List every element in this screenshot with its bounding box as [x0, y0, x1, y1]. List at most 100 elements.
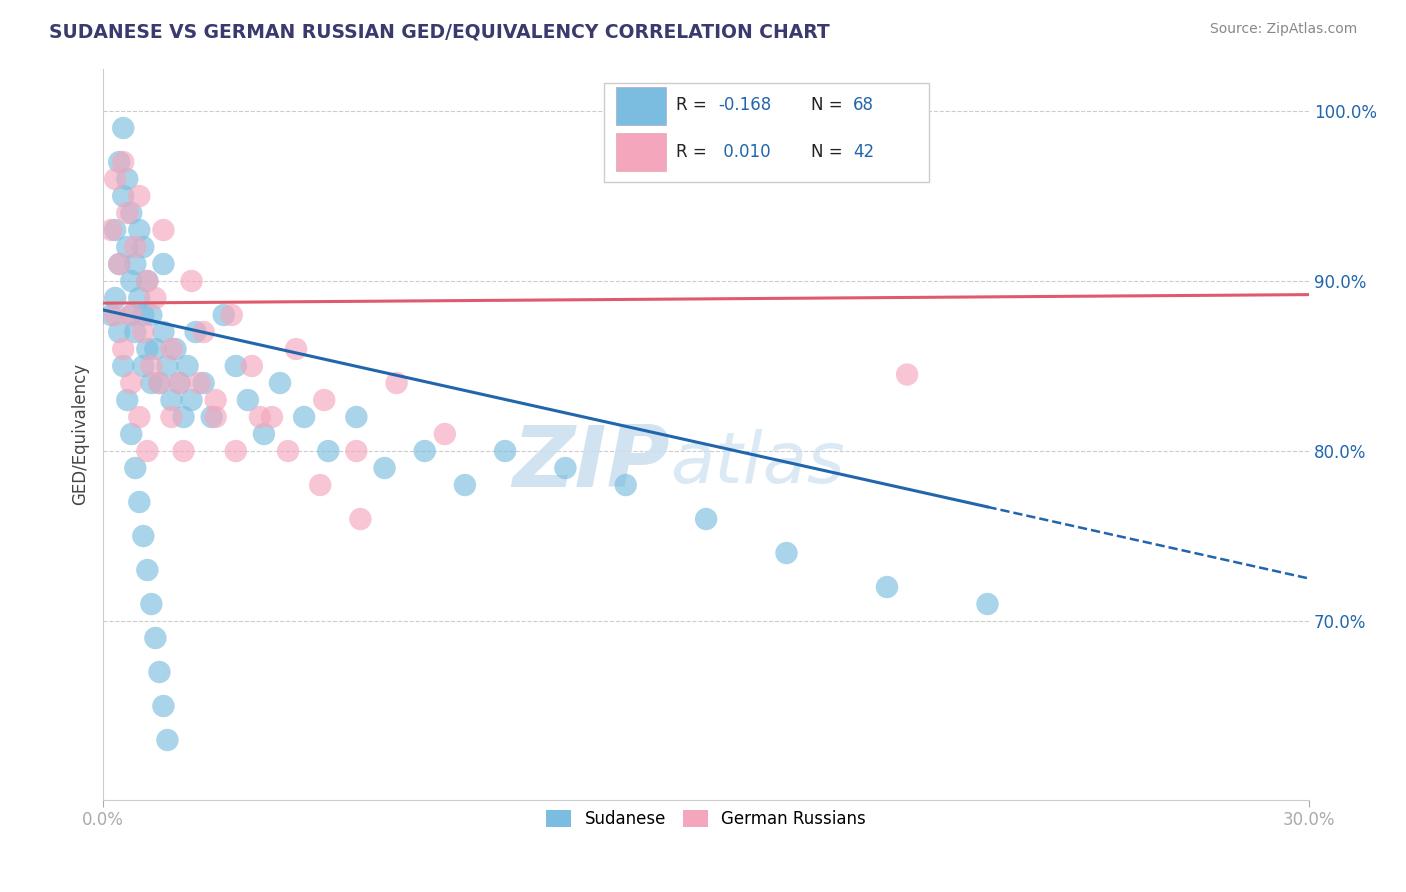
Point: [112, 189, 135, 203]
Text: 68: 68: [853, 96, 875, 114]
Point: [269, 376, 291, 390]
Point: [614, 478, 637, 492]
Point: [112, 155, 135, 169]
Point: [132, 240, 155, 254]
Point: [152, 223, 174, 237]
Point: [169, 376, 191, 390]
Point: [896, 368, 918, 382]
Point: [117, 240, 139, 254]
Point: [148, 376, 170, 390]
FancyBboxPatch shape: [616, 133, 666, 171]
FancyBboxPatch shape: [603, 83, 929, 182]
Point: [173, 410, 195, 425]
Text: 42: 42: [853, 143, 875, 161]
Point: [204, 410, 226, 425]
Point: [236, 392, 259, 407]
Point: [104, 223, 127, 237]
Point: [176, 359, 198, 373]
Point: [100, 308, 122, 322]
Point: [180, 274, 202, 288]
Point: [120, 274, 142, 288]
Point: [141, 308, 163, 322]
Point: [152, 325, 174, 339]
Point: [132, 325, 155, 339]
Point: [124, 240, 146, 254]
Point: [212, 308, 235, 322]
Point: [156, 733, 179, 747]
Point: [128, 410, 150, 425]
Point: [976, 597, 998, 611]
Point: [695, 512, 717, 526]
Point: [152, 699, 174, 714]
Point: [433, 427, 456, 442]
Point: [112, 359, 135, 373]
Point: [136, 342, 159, 356]
Point: [128, 291, 150, 305]
Point: [193, 376, 215, 390]
Point: [120, 206, 142, 220]
Point: [120, 308, 142, 322]
Text: SUDANESE VS GERMAN RUSSIAN GED/EQUIVALENCY CORRELATION CHART: SUDANESE VS GERMAN RUSSIAN GED/EQUIVALEN…: [49, 22, 830, 41]
Point: [104, 291, 127, 305]
Text: ZIP: ZIP: [512, 422, 669, 505]
Point: [180, 392, 202, 407]
Point: [108, 325, 131, 339]
Point: [108, 257, 131, 271]
Point: [285, 342, 308, 356]
Point: [128, 495, 150, 509]
Point: [160, 392, 183, 407]
Y-axis label: GED/Equivalency: GED/Equivalency: [72, 363, 89, 505]
Point: [100, 223, 122, 237]
Point: [136, 274, 159, 288]
Point: [132, 529, 155, 543]
Point: [108, 155, 131, 169]
Point: [117, 206, 139, 220]
Point: [385, 376, 408, 390]
Point: [165, 342, 187, 356]
Point: [117, 172, 139, 186]
Point: [221, 308, 243, 322]
Point: [148, 665, 170, 679]
Point: [124, 257, 146, 271]
Point: [104, 172, 127, 186]
Point: [193, 325, 215, 339]
Point: [344, 410, 367, 425]
Point: [141, 359, 163, 373]
Point: [309, 478, 332, 492]
Point: [240, 359, 263, 373]
Point: [145, 291, 167, 305]
Point: [148, 376, 170, 390]
Text: R =: R =: [676, 143, 711, 161]
Point: [316, 444, 339, 458]
Point: [349, 512, 371, 526]
Point: [277, 444, 299, 458]
Point: [136, 444, 159, 458]
Point: [120, 427, 142, 442]
Text: N =: N =: [811, 143, 848, 161]
Point: [314, 392, 336, 407]
Point: [120, 308, 142, 322]
Point: [173, 444, 195, 458]
Point: [344, 444, 367, 458]
Text: -0.168: -0.168: [718, 96, 772, 114]
Point: [292, 410, 315, 425]
Text: Source: ZipAtlas.com: Source: ZipAtlas.com: [1209, 22, 1357, 37]
Point: [169, 376, 191, 390]
Legend: Sudanese, German Russians: Sudanese, German Russians: [540, 804, 873, 835]
Text: N =: N =: [811, 96, 848, 114]
Point: [225, 359, 247, 373]
Text: 0.010: 0.010: [718, 143, 770, 161]
Point: [124, 461, 146, 475]
Point: [108, 257, 131, 271]
Point: [104, 308, 127, 322]
Text: R =: R =: [676, 96, 711, 114]
Point: [145, 631, 167, 645]
Point: [112, 121, 135, 136]
Point: [160, 342, 183, 356]
Point: [554, 461, 576, 475]
Point: [156, 359, 179, 373]
Point: [117, 392, 139, 407]
Point: [188, 376, 211, 390]
Point: [775, 546, 797, 560]
Point: [152, 257, 174, 271]
